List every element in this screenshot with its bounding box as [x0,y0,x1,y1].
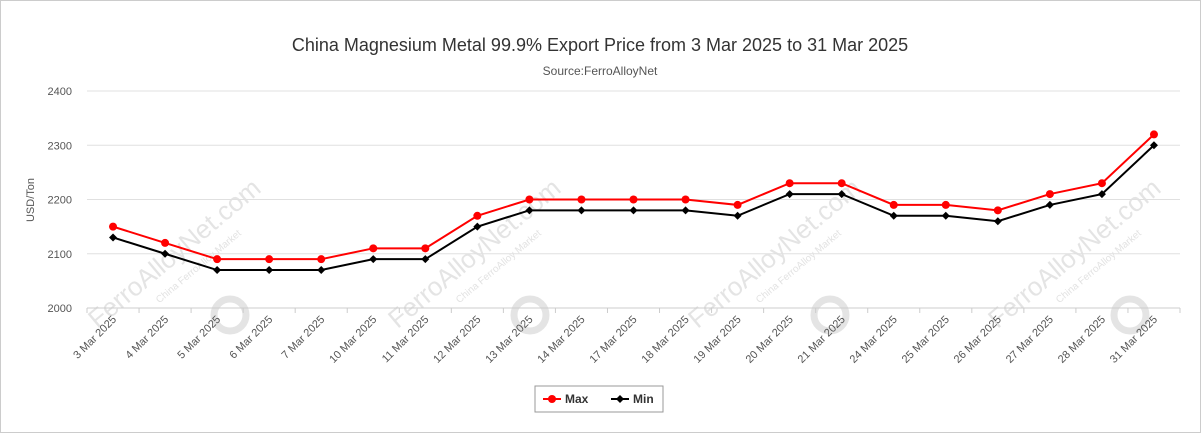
x-tick-label: 13 Mar 2025 [483,314,535,366]
legend-label-max: Max [565,392,589,406]
data-point-max[interactable] [1045,190,1054,199]
data-point-max[interactable] [473,211,482,220]
data-point-min[interactable] [837,190,846,199]
data-point-min[interactable] [1097,190,1106,199]
data-point-min[interactable] [525,206,534,215]
data-point-max[interactable] [109,222,118,231]
data-point-min[interactable] [577,206,586,215]
x-tick-label: 21 Mar 2025 [796,314,848,366]
data-point-max[interactable] [993,206,1002,215]
y-axis-label: USD/Ton [25,178,37,222]
x-tick-label: 7 Mar 2025 [279,314,327,362]
y-tick-label: 2400 [48,86,72,98]
x-tick-label: 20 Mar 2025 [744,314,796,366]
watermark-logo-icon [1110,295,1150,335]
series-layer [109,130,1158,275]
data-point-min[interactable] [161,249,170,258]
watermark-text: FerroAlloyNet.com [982,172,1166,333]
watermark-text: FerroAlloyNet.com [82,172,266,333]
data-point-max[interactable] [161,238,170,247]
data-point-min[interactable] [265,266,274,275]
legend-marker-min [616,395,624,403]
x-tick-label: 25 Mar 2025 [900,314,952,366]
x-tick-label: 4 Mar 2025 [123,314,171,362]
legend-marker-max [548,395,556,403]
data-point-min[interactable] [421,255,430,264]
x-tick-label: 24 Mar 2025 [848,314,900,366]
data-point-max[interactable] [369,244,378,253]
data-point-min[interactable] [369,255,378,264]
y-tick-label: 2200 [48,195,72,207]
legend-item-max[interactable]: Max [543,392,589,406]
data-point-min[interactable] [629,206,638,215]
legend: Max Min [534,385,664,413]
data-point-min[interactable] [681,206,690,215]
y-axis-ticks: 2000 2100 2200 2300 2400 [48,86,72,315]
data-point-max[interactable] [785,179,794,188]
data-point-min[interactable] [213,266,222,275]
data-point-max[interactable] [733,200,742,209]
data-point-max[interactable] [837,179,846,188]
data-point-max[interactable] [941,200,950,209]
data-point-max[interactable] [889,200,898,209]
data-point-min[interactable] [317,266,326,275]
legend-item-min[interactable]: Min [611,392,654,406]
watermark-logo-icon [210,295,250,335]
data-point-max[interactable] [681,195,690,204]
data-point-min[interactable] [941,211,950,220]
chart-title: China Magnesium Metal 99.9% Export Price… [292,35,908,55]
x-tick-label: 10 Mar 2025 [327,314,379,366]
data-point-max[interactable] [317,255,326,264]
x-tick-label: 5 Mar 2025 [175,314,223,362]
x-tick-label: 28 Mar 2025 [1056,314,1108,366]
y-tick-label: 2000 [48,303,72,315]
data-point-min[interactable] [1149,141,1158,150]
data-point-min[interactable] [1045,200,1054,209]
x-tick-label: 17 Mar 2025 [587,314,639,366]
x-tick-label: 12 Mar 2025 [431,314,483,366]
data-point-max[interactable] [629,195,638,204]
data-point-max[interactable] [1149,130,1158,139]
legend-box [534,385,664,413]
data-point-min[interactable] [889,211,898,220]
legend-label-min: Min [633,392,654,406]
watermark-text: FerroAlloyNet.com [682,172,866,333]
data-point-min[interactable] [785,190,794,199]
data-point-min[interactable] [473,222,482,231]
chart-subtitle: Source:FerroAlloyNet [543,64,658,78]
data-point-min[interactable] [109,233,118,242]
data-point-min[interactable] [993,217,1002,226]
y-tick-label: 2100 [48,249,72,261]
data-point-max[interactable] [421,244,430,253]
data-point-max[interactable] [213,255,222,264]
watermark-text: FerroAlloyNet.com [382,172,566,333]
x-tick-label: 26 Mar 2025 [952,314,1004,366]
data-point-max[interactable] [577,195,586,204]
data-point-min[interactable] [733,211,742,220]
data-point-max[interactable] [265,255,274,264]
x-tick-label: 18 Mar 2025 [640,314,692,366]
watermark-logo-icon [810,295,850,335]
data-point-max[interactable] [1097,179,1106,188]
x-tick-label: 6 Mar 2025 [227,314,275,362]
watermark-logo-icon [510,295,550,335]
data-point-max[interactable] [525,195,534,204]
y-tick-label: 2300 [48,140,72,152]
